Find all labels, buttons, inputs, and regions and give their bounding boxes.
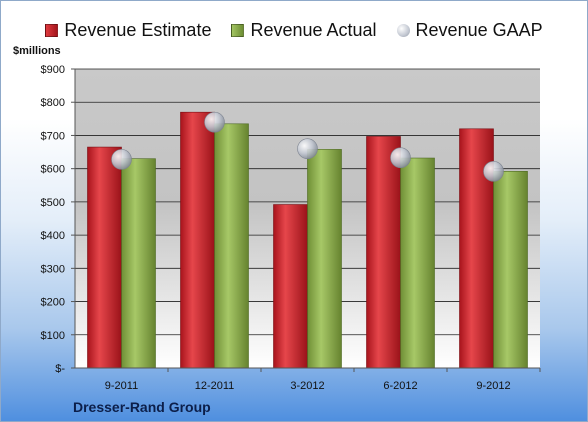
legend-item-estimate: Revenue Estimate (45, 20, 211, 41)
y-tick-label: $300 (41, 263, 65, 275)
bar-revenue-actual (214, 123, 249, 369)
x-axis-ticks: 9-2011 12-2011 3-2012 6-2012 9-2012 (105, 368, 541, 392)
y-tick-label: $900 (41, 64, 65, 76)
x-tick-label: 3-2012 (290, 380, 324, 392)
legend-label-actual: Revenue Actual (250, 19, 377, 40)
legend-swatch-gaap (396, 23, 410, 37)
y-tick-label: $700 (41, 130, 65, 142)
gaap-markers (111, 111, 504, 182)
bar-revenue-estimate (180, 111, 215, 369)
x-tick-label: 12-2011 (195, 380, 235, 392)
legend-item-gaap: Revenue GAAP (396, 19, 543, 41)
y-tick-label: $400 (41, 230, 65, 242)
bar-revenue-actual (307, 149, 342, 369)
y-axis-unit-label: $millions (13, 45, 61, 57)
legend: Revenue Estimate Revenue Actual Revenue … (1, 15, 587, 45)
y-tick-label: $500 (41, 197, 65, 209)
y-tick-label: $600 (41, 164, 65, 176)
marker-revenue-gaap (204, 111, 225, 133)
legend-swatch-actual (231, 23, 245, 37)
legend-label-gaap: Revenue GAAP (415, 19, 543, 40)
company-name: Dresser-Rand Group (73, 399, 211, 415)
x-tick-label: 6-2012 (383, 380, 417, 392)
legend-item-actual: Revenue Actual (231, 19, 377, 41)
y-tick-label: $800 (41, 97, 65, 109)
legend-swatch-estimate (45, 23, 59, 37)
y-tick-label: $200 (41, 297, 65, 309)
x-tick-label: 9-2011 (105, 380, 138, 392)
bar-revenue-actual (400, 157, 435, 369)
y-tick-label: $- (55, 363, 65, 375)
marker-revenue-gaap (390, 147, 411, 169)
bar-revenue-actual (493, 171, 528, 369)
bar-revenue-estimate (273, 204, 308, 369)
y-tick-label: $100 (41, 330, 65, 342)
x-tick-label: 9-2012 (476, 380, 510, 392)
legend-label-estimate: Revenue Estimate (64, 19, 212, 40)
marker-revenue-gaap (483, 161, 504, 182)
bar-revenue-estimate (87, 146, 122, 369)
y-axis-ticks: $- $100 $200 $300 $400 $500 $600 $700 $800 $900 (41, 64, 75, 375)
bar-revenue-estimate (366, 136, 401, 369)
marker-revenue-gaap (297, 138, 318, 160)
marker-revenue-gaap (111, 149, 132, 170)
chart-plot: $- $100 $200 $300 $400 $500 $600 $700 $800 $900 9… (41, 64, 541, 392)
bars (87, 111, 528, 369)
bar-revenue-actual (121, 158, 156, 369)
